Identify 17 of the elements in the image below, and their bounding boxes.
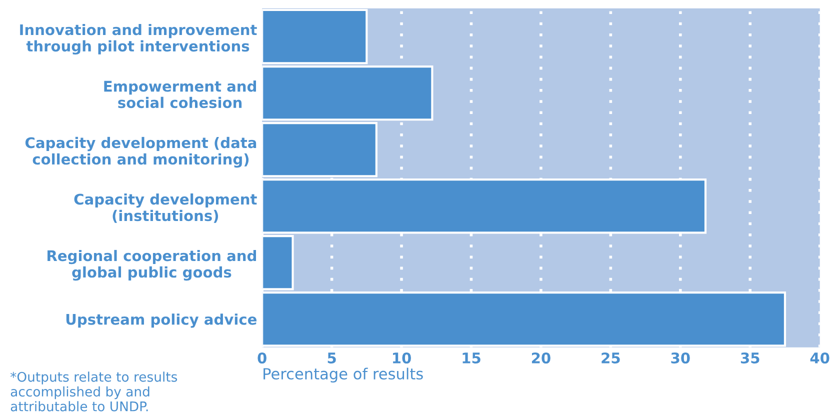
x-tick-label: 5 [328,352,336,364]
x-tick-label: 10 [393,352,411,364]
y-tick-label: Empowerment and social cohesion [104,80,256,108]
x-tick-label: 30 [671,352,690,364]
y-tick-label: Innovation and improvement through pilot interventions [20,24,257,55]
x-tick-label: 35 [740,352,760,364]
x-tick-label: 25 [602,352,620,364]
x-tick-label: 15 [462,352,480,364]
x-tick-label: 20 [532,352,550,364]
x-tick-label: 0 [258,352,266,364]
text: *Outputs relate to results accomplished by and attributable to UNDP. [10,372,178,412]
y-tick-label: Capacity development (data collection and monitoring) [25,136,256,168]
x-tick-label: 40 [810,352,830,364]
y-tick-label: Upstream policy advice [66,314,257,328]
y-tick-label: Regional cooperation and global public goods [48,250,256,281]
y-tick-label: Capacity development (institutions) [74,193,257,223]
x-axis-title: Percentage of results [264,368,423,383]
